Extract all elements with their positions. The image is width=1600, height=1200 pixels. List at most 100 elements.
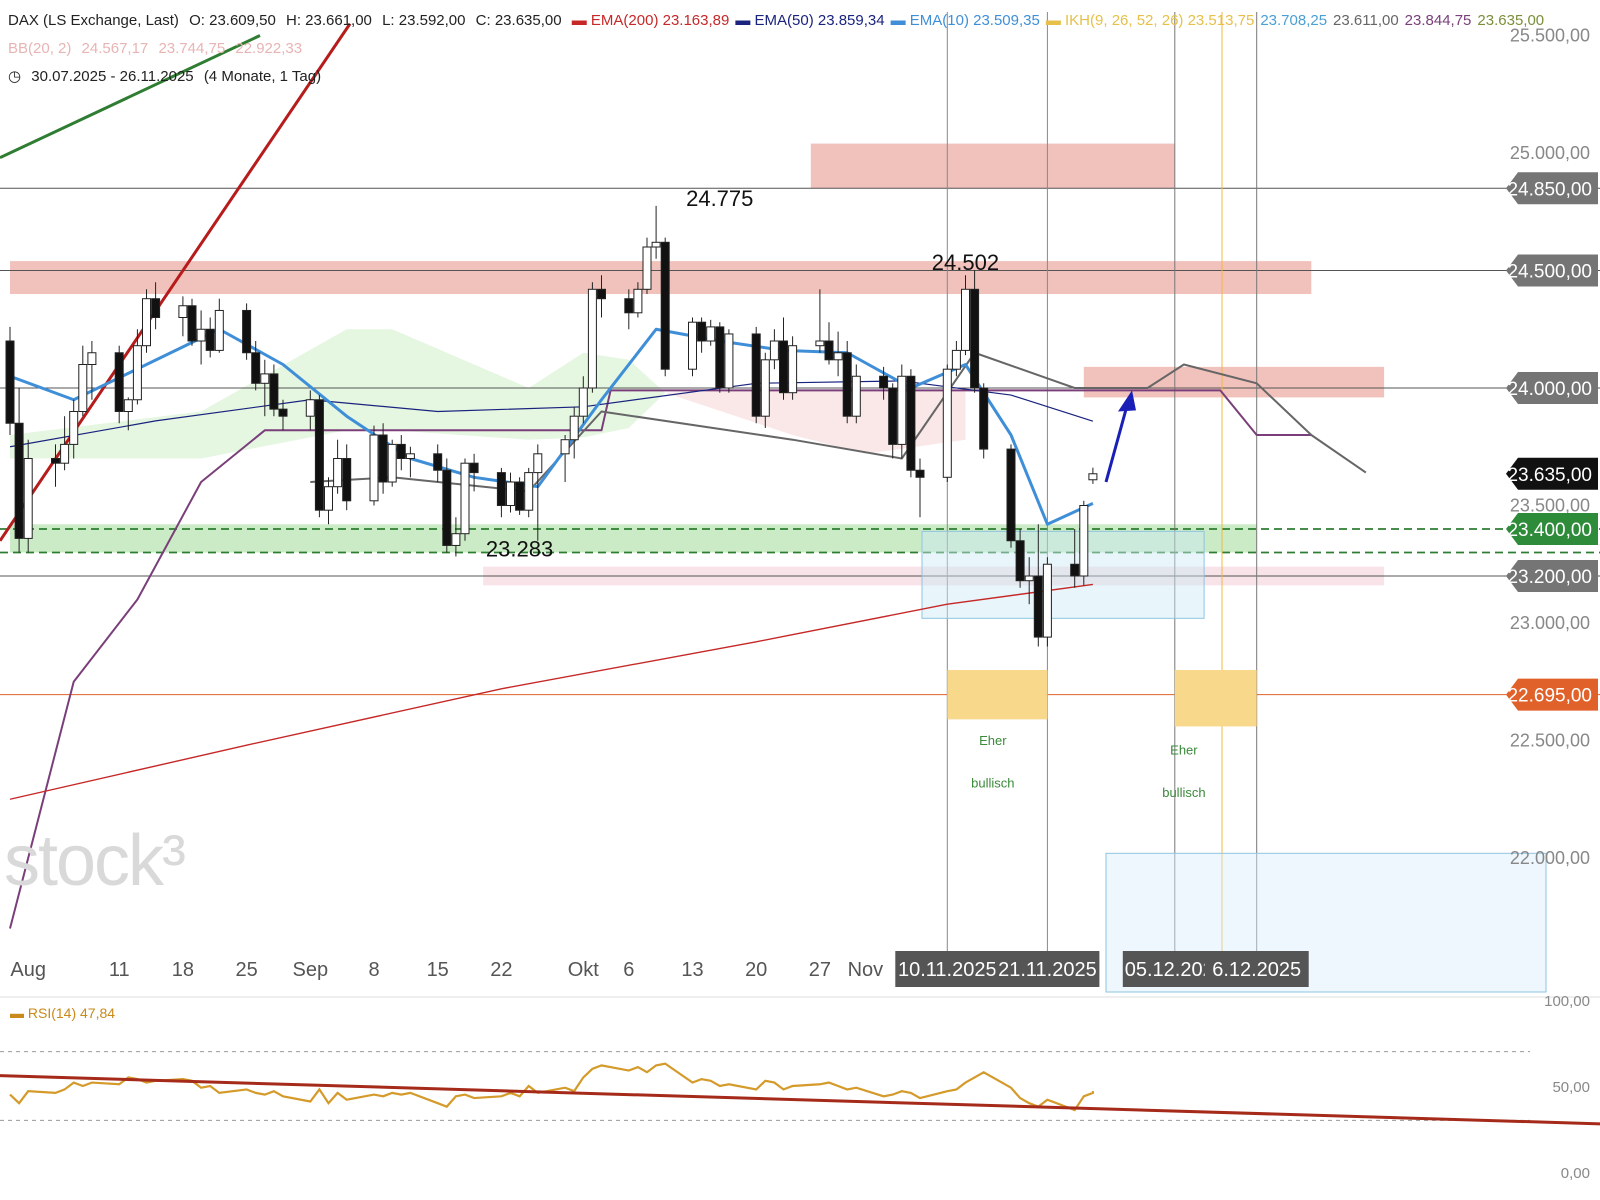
candle-body: [324, 486, 333, 511]
candle: [1024, 557, 1034, 605]
candle: [396, 435, 406, 471]
bb-value-upper: 24.567,17: [81, 40, 149, 57]
zone-resistance-upper: [810, 143, 1175, 189]
candle-body: [405, 453, 415, 459]
price-tag-label: 24.000,00: [1507, 379, 1592, 400]
date-label-text: 05.12.2025: [1125, 959, 1225, 981]
date-range: ◷ 30.07.2025 - 26.11.2025 (4 Monate, 1 T…: [8, 67, 327, 85]
candle: [724, 329, 734, 393]
candle: [1079, 500, 1089, 586]
candle-body: [5, 340, 15, 424]
rsi-y-tick-label: 100,00: [1544, 993, 1590, 1010]
date-label-bg: [1204, 951, 1309, 987]
candle-body: [897, 375, 907, 445]
candle: [833, 331, 843, 377]
x-tick-label: Aug: [10, 959, 46, 981]
indicator-legend: ▬ EMA(200) 23.163,89 ▬ EMA(50) 23.859,34 ▬…: [572, 12, 1550, 29]
candle-body: [451, 533, 461, 546]
candle: [433, 444, 443, 482]
candle-body: [433, 453, 443, 471]
time-window-box: [1174, 670, 1257, 727]
candle: [651, 205, 661, 259]
candle: [515, 477, 525, 515]
candle: [78, 345, 88, 417]
candle: [305, 390, 315, 431]
candle: [951, 341, 961, 377]
candle-body: [333, 458, 343, 488]
candle-body: [305, 399, 315, 417]
candle: [851, 364, 861, 424]
candle: [469, 453, 479, 492]
x-tick-label: 20: [745, 959, 767, 981]
candle-body: [69, 411, 79, 445]
candle-body: [1042, 563, 1052, 638]
rsi-legend-label: ▬ RSI(14) 47,84: [10, 1005, 115, 1021]
candle-body: [578, 387, 588, 417]
candle: [751, 326, 761, 424]
candle: [961, 275, 970, 356]
candle-body: [942, 368, 952, 478]
price-tag-bg: [1506, 560, 1598, 592]
candle-body: [469, 462, 479, 474]
date-label-text: 6.12.2025: [1212, 959, 1301, 981]
ema200-line: [9, 583, 1093, 800]
candle-body: [496, 472, 506, 507]
price-tag: 24.850,00: [1506, 172, 1598, 205]
candle: [715, 322, 725, 393]
date-label: 21.11.2025: [995, 951, 1100, 987]
candle: [1015, 529, 1025, 588]
rsi-y-tick-label: 50,00: [1552, 1079, 1590, 1096]
price-tag-label: 22.695,00: [1507, 686, 1592, 707]
indicator-legend-item: ▬ EMA(200) 23.163,89: [571, 12, 730, 29]
candle-body: [60, 443, 70, 464]
chart-annotation: Eher: [1170, 743, 1198, 758]
bb-value-lower: 22.922,33: [235, 40, 303, 57]
candle: [842, 341, 852, 424]
y-tick-label: 23.500,00: [1510, 496, 1590, 516]
zone-resistance-24000: [1083, 366, 1385, 398]
x-tick-label: Okt: [568, 959, 600, 981]
price-tag-bg: [1506, 372, 1598, 404]
candle: [14, 388, 24, 553]
candle-body: [378, 434, 388, 483]
price-tag: 24.000,00: [1506, 372, 1598, 404]
candle-body: [114, 352, 124, 412]
price-tag-label: 24.500,00: [1507, 262, 1592, 283]
date-label-bg: [995, 951, 1100, 987]
candle: [942, 364, 952, 482]
clock-icon: ◷: [8, 68, 22, 85]
candle-body: [587, 288, 597, 389]
candle-body: [460, 462, 470, 535]
candle-body: [187, 305, 197, 342]
chart-annotation: bullisch: [1162, 785, 1205, 800]
candle-body: [970, 288, 980, 389]
price-tag-bg: [1506, 678, 1598, 711]
price-tag: 22.695,00: [1506, 678, 1598, 711]
candle: [23, 439, 33, 553]
candle: [151, 282, 161, 330]
candle-body: [14, 422, 24, 539]
candle: [451, 517, 461, 557]
candle-body: [533, 453, 543, 474]
candle-body: [915, 469, 925, 478]
indicator-legend-item: 23.844,75: [1404, 12, 1472, 29]
candle-body: [1006, 448, 1016, 542]
zone-resistance-24500: [10, 261, 1312, 294]
candle-body: [851, 375, 861, 417]
candle: [915, 458, 925, 518]
low-label: L: 23.592,00: [382, 12, 466, 29]
date-range-text: 30.07.2025 - 26.11.2025: [31, 68, 194, 85]
candle-body: [123, 399, 133, 412]
price-tag: 24.500,00: [1506, 254, 1598, 287]
date-label-text: 21.11.2025: [998, 959, 1097, 981]
watermark-logo: stock³: [4, 821, 186, 901]
projection-arrow: [1104, 401, 1130, 483]
x-tick-label: 15: [427, 959, 449, 981]
x-tick-label: 13: [681, 959, 703, 981]
ichimoku-kijun-line: [9, 389, 1312, 929]
bb-legend: BB(20, 2) 24.567,17 23.744,75 22.922,33: [8, 40, 308, 57]
candle-body: [760, 359, 770, 417]
projection-box: [921, 530, 1205, 619]
